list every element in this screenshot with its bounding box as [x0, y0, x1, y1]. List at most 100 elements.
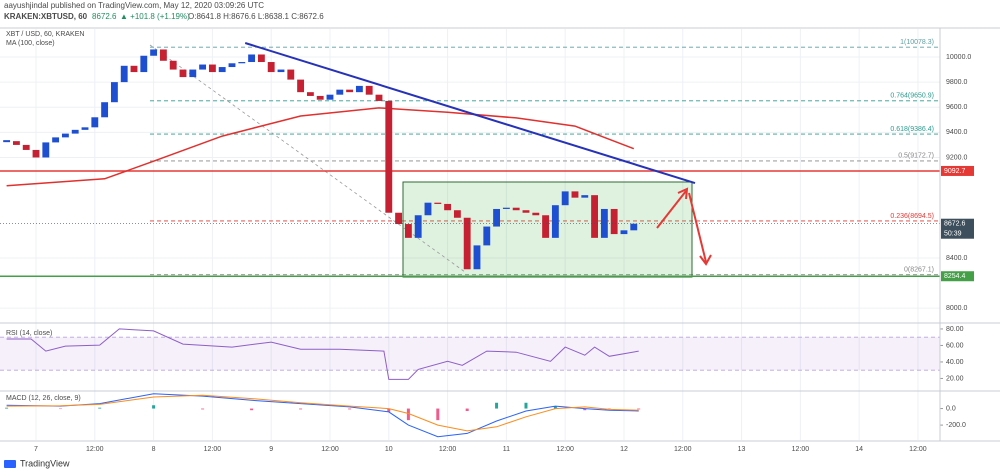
rsi-tick-label: 20.00 — [946, 375, 964, 382]
candle — [22, 144, 30, 150]
fib-label: 0.236(8694.5) — [890, 213, 934, 220]
candle — [620, 230, 628, 235]
candle — [365, 85, 373, 95]
legend-ma: MA (100, close) — [6, 40, 55, 47]
change: ▲ +101.8 (+1.19%) — [120, 12, 190, 21]
x-tick-label: 12:00 — [909, 446, 927, 453]
candle — [610, 208, 618, 235]
candle — [238, 62, 246, 64]
candle — [395, 212, 403, 225]
macd-line — [6, 393, 639, 438]
candle — [101, 102, 109, 118]
countdown: 50:39 — [944, 231, 962, 238]
candle — [453, 210, 461, 218]
candle — [522, 210, 530, 213]
candle — [91, 117, 99, 128]
candle — [277, 69, 285, 73]
y-tick-label: 9400.0 — [946, 129, 968, 136]
macd-histogram — [637, 408, 641, 410]
macd-histogram — [98, 407, 102, 409]
candle — [42, 142, 50, 158]
macd-histogram — [495, 402, 499, 409]
last-price: 8672.6 — [944, 221, 966, 228]
arrow-up — [656, 190, 687, 229]
candle — [297, 79, 305, 93]
candle — [257, 54, 265, 63]
macd-histogram — [553, 406, 557, 409]
candle — [600, 208, 608, 238]
candle — [561, 191, 569, 206]
logo-icon — [4, 460, 16, 468]
candle — [71, 129, 79, 134]
macd-tick-label: -200.0 — [946, 422, 966, 429]
y-tick-label: 9800.0 — [946, 79, 968, 86]
x-tick-label: 14 — [855, 446, 863, 453]
rsi-band — [0, 337, 940, 371]
x-tick-label: 12:00 — [86, 446, 104, 453]
candle — [12, 141, 20, 145]
rsi-tick-label: 80.00 — [946, 326, 964, 333]
arrow-down — [688, 192, 707, 263]
x-tick-label: 12:00 — [321, 446, 339, 453]
macd-histogram — [387, 408, 391, 412]
candle — [267, 62, 275, 73]
rsi-tick-label: 40.00 — [946, 359, 964, 366]
footer: TradingView — [20, 458, 70, 468]
candle — [581, 195, 589, 198]
candle — [483, 226, 491, 246]
candle — [3, 140, 11, 143]
fib-diagonal — [149, 44, 466, 273]
candle — [81, 127, 89, 130]
y-tick-label: 8400.0 — [946, 255, 968, 262]
candle — [110, 82, 118, 103]
candle — [336, 89, 344, 95]
rsi-label: RSI (14, close) — [6, 330, 52, 337]
fib-label: 0.764(9650.9) — [890, 93, 934, 100]
candle — [189, 69, 197, 78]
arrow-head — [699, 254, 712, 266]
fib-label: 0.618(9386.4) — [890, 126, 934, 133]
candle — [355, 85, 363, 93]
candle — [571, 191, 579, 198]
x-tick-label: 13 — [738, 446, 746, 453]
x-tick-label: 10 — [385, 446, 393, 453]
candle — [228, 63, 236, 68]
level-box — [941, 271, 974, 282]
candle — [326, 94, 334, 100]
level-label: 9092.7 — [944, 168, 966, 175]
candle — [140, 55, 148, 73]
candle — [385, 100, 393, 213]
candle — [493, 208, 501, 227]
fib-label: 0(8267.1) — [904, 266, 934, 273]
x-tick-label: 12:00 — [674, 446, 692, 453]
y-tick-label: 9600.0 — [946, 104, 968, 111]
macd-histogram — [152, 405, 156, 409]
macd-histogram — [201, 408, 205, 410]
candle — [52, 137, 60, 143]
candle — [61, 133, 69, 138]
candle — [404, 224, 412, 238]
rsi-line — [6, 328, 639, 380]
x-tick-label: 7 — [34, 446, 38, 453]
y-tick-label: 9200.0 — [946, 154, 968, 161]
footer-logo: TradingView — [4, 458, 70, 468]
macd-label: MACD (12, 26, close, 9) — [6, 395, 81, 402]
macd-histogram — [436, 408, 440, 421]
legend-symbol: XBT / USD, 60, KRAKEN — [6, 31, 84, 38]
macd-histogram — [59, 408, 63, 410]
candle — [248, 54, 256, 63]
x-tick-label: 11 — [503, 446, 510, 453]
macd-histogram — [250, 408, 254, 411]
macd-histogram — [348, 408, 352, 410]
candle — [463, 217, 471, 270]
x-tick-label: 12:00 — [204, 446, 222, 453]
macd-histogram — [465, 408, 469, 412]
trendline — [244, 42, 696, 185]
macd-tick-label: 0.0 — [946, 405, 956, 412]
x-tick-label: 9 — [269, 446, 273, 453]
arrow-head — [677, 187, 689, 200]
candle — [502, 207, 510, 209]
candle — [199, 64, 207, 70]
